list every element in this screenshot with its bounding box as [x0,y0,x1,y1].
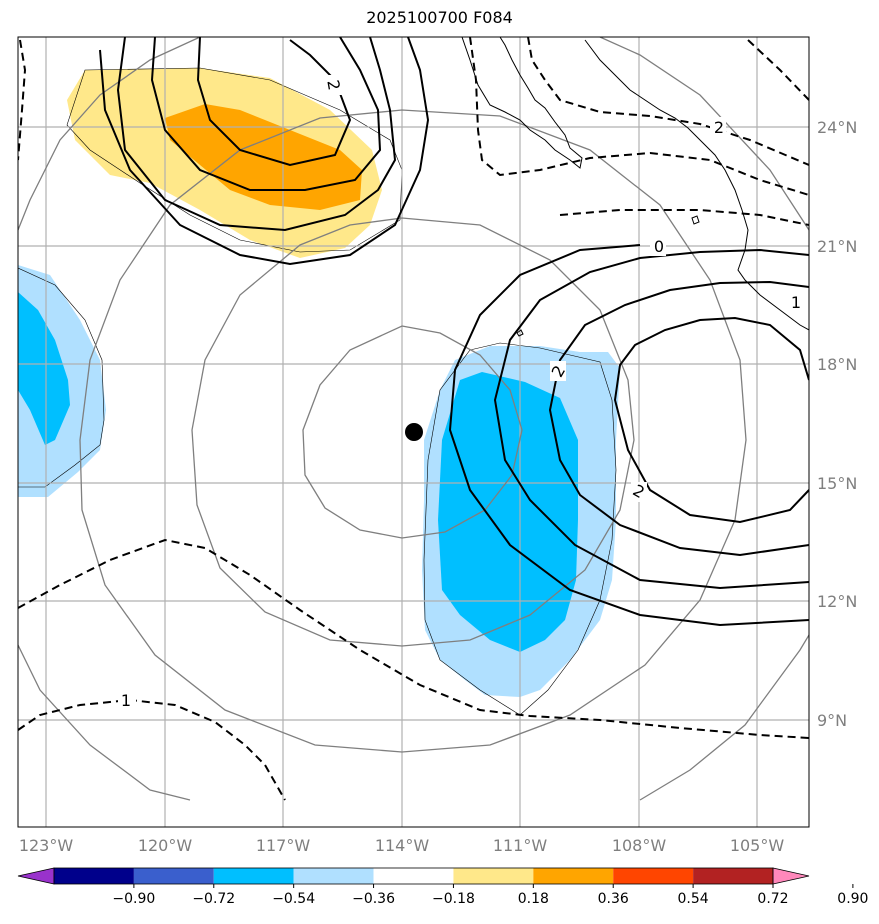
contour-dashed-ne-2 [469,37,809,196]
contour-north-inner [196,37,352,167]
mainland-coast [584,39,809,331]
label-bg-d [788,292,804,312]
contour-dashed-south [18,538,809,739]
contour-east-3 [493,248,809,590]
range-ring-1 [302,325,523,539]
colorbar-tick-label: 0.72 [757,891,788,907]
label-bg-c [650,236,666,256]
colorbar-tick-label: −0.90 [112,891,155,907]
colorbar-tick-label: −0.18 [432,891,475,907]
outline-negative-west [18,267,105,488]
map-frame [17,36,810,828]
baja-coast [461,37,583,169]
storm-center-marker [405,423,423,441]
colorbar-extend-low [17,867,55,885]
label-bg-b [710,117,726,137]
contour-north-outer [116,37,397,232]
colorbar-segment [693,868,773,884]
lon-label-111w: 111°W [493,836,548,855]
contour-label-g: 1 [121,691,131,710]
contour-dashed-southwest [18,698,286,801]
lat-label-21n: 21°N [817,237,857,256]
island [691,215,700,225]
lat-label-15n: 15°N [817,474,857,493]
range-rings [18,37,809,801]
range-ring-2 [191,217,635,647]
lon-label-114w: 114°W [375,836,430,855]
colorbar-tick-label: 0.18 [518,891,549,907]
colorbar-segment [54,868,134,884]
contour-east-4 [448,244,809,627]
contour-dashed-ne-3 [747,39,809,101]
solid-contours [99,37,809,627]
lon-label-117w: 117°W [256,836,311,855]
colorbar-segment [453,868,534,884]
contour-east-1 [613,316,809,524]
lon-label-108w: 108°W [612,836,667,855]
contour-north-mid [150,37,382,191]
colorbar-segment [293,868,374,884]
colorbar-extend-high [772,867,810,885]
colorbar-tick-label: 0.54 [678,891,709,907]
colorbar-segment [373,868,454,884]
negative-anomaly-east-strong [438,372,578,652]
lat-label-12n: 12°N [817,592,857,611]
label-bg-g [118,690,136,710]
range-ring-4 [18,37,809,801]
lat-label-18n: 18°N [817,355,857,374]
outline-positive [66,67,403,253]
colorbar-frame [53,867,774,885]
latitude-labels: 24°N 21°N 18°N 15°N 12°N 9°N [817,118,857,730]
label-bg-a [326,75,342,95]
dashed-contours [18,37,809,801]
contour-label-d: 1 [791,293,801,312]
colorbar-tick-label: 0.36 [598,891,629,907]
negative-anomaly-west-strong [18,292,70,445]
contour-dashed-nw [18,39,27,161]
map-title: 2025100700 F084 [366,8,513,27]
coastline [461,37,809,337]
colorbar: −0.90 −0.72 −0.54 −0.36 −0.18 0.18 0.36 0.54 0.7… [17,867,868,907]
label-bg-e [550,361,566,381]
lon-label-105w: 105°W [730,836,785,855]
colorbar-segment [133,868,214,884]
map-plot-area: 2 2 0 1 2 2 1 [18,37,809,827]
colorbar-tick-label: 0.90 [837,891,868,907]
island-2 [516,329,524,337]
shading-outlines [18,67,617,716]
contour-dashed-ne-4 [559,209,809,226]
longitude-labels: 123°W 120°W 117°W 114°W 111°W 108°W 105°… [19,836,785,855]
contour-label-c: 0 [654,237,664,256]
outline-negative-east [423,342,617,716]
contour-label-a: 2 [323,78,343,91]
colorbar-segment [613,868,694,884]
colorbar-tick-label: −0.54 [272,891,315,907]
label-bg-f [631,482,647,502]
colorbar-segment [213,868,294,884]
contour-label-b: 2 [714,118,724,137]
lat-label-9n: 9°N [817,711,847,730]
range-ring-3 [79,109,747,753]
lon-label-123w: 123°W [19,836,74,855]
colorbar-segment [533,868,614,884]
lat-label-24n: 24°N [817,118,857,137]
contour-east-2 [548,280,809,557]
colorbar-tick-label: −0.72 [192,891,235,907]
contour-north-outer2 [99,37,430,266]
contour-labels: 2 2 0 1 2 2 1 [118,75,804,710]
graticule [18,37,809,827]
lon-label-120w: 120°W [138,836,193,855]
contour-dashed-ne-1 [527,37,809,166]
colorbar-tick-label: −0.36 [352,891,395,907]
